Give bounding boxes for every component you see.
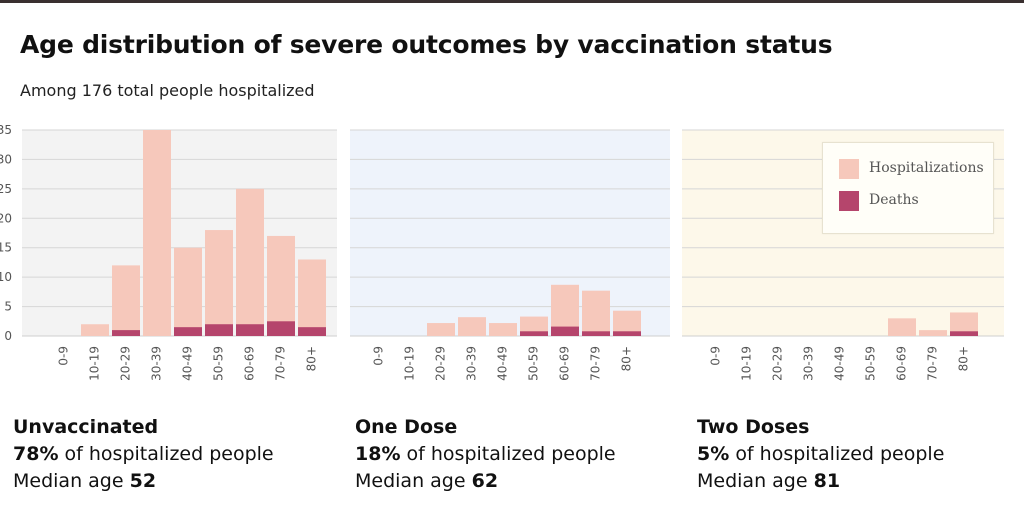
caption-median-value: 62 <box>471 470 499 492</box>
caption-percent-text: of hospitalized people <box>735 443 945 465</box>
caption-percent-text: of hospitalized people <box>64 443 274 465</box>
x-tick-label: 20-29 <box>119 346 133 381</box>
y-tick-label: 15 <box>0 241 12 255</box>
legend: Hospitalizations Deaths <box>822 142 994 234</box>
y-tick-label: 0 <box>4 329 12 343</box>
bar-hospitalizations <box>174 247 202 336</box>
bar-deaths <box>112 330 140 336</box>
caption-unvaccinated: Unvaccinated 78% of hospitalized people … <box>13 414 274 495</box>
bar-hospitalizations <box>520 316 548 336</box>
bar-hospitalizations <box>267 235 295 336</box>
x-tick-label: 80+ <box>305 346 319 371</box>
x-tick-label: 20-29 <box>771 346 785 381</box>
top-rule <box>0 0 1024 3</box>
caption-title: Two Doses <box>697 416 810 438</box>
x-tick-label: 40-49 <box>496 346 510 381</box>
bar-hospitalizations <box>112 265 140 336</box>
caption-title: Unvaccinated <box>13 416 159 438</box>
bar-hospitalizations <box>919 330 947 336</box>
panel-one-dose: 0-9 10-19 20-29 30-39 40-49 50-59 60-69 70-79 80… <box>350 129 670 381</box>
y-tick-label: 20 <box>0 211 12 225</box>
bar-hospitalizations <box>143 130 171 336</box>
bar-hospitalizations <box>582 290 610 336</box>
legend-swatch-deaths <box>839 191 859 211</box>
bar-deaths <box>267 321 295 336</box>
x-tick-label: 10-19 <box>740 346 754 381</box>
caption-median-label: Median age <box>13 470 124 492</box>
x-tick-label: 80+ <box>957 346 971 371</box>
x-tick-label: 30-39 <box>802 346 816 381</box>
x-tick-label: 40-49 <box>181 346 195 381</box>
x-tick-label: 10-19 <box>403 346 417 381</box>
caption-percent: 5% <box>697 443 730 465</box>
bar-hospitalizations <box>81 324 109 336</box>
x-tick-label: 60-69 <box>895 346 909 381</box>
x-tick-label: 50-59 <box>212 346 226 381</box>
bar-deaths <box>582 331 610 336</box>
caption-title: One Dose <box>355 416 458 438</box>
x-tick-label: 20-29 <box>434 346 448 381</box>
bar-hospitalizations <box>950 312 978 336</box>
x-tick-label: 60-69 <box>558 346 572 381</box>
x-tick-label: 80+ <box>620 346 634 371</box>
caption-median-value: 52 <box>129 470 157 492</box>
chart-title: Age distribution of severe outcomes by v… <box>20 30 833 59</box>
x-tick-label: 40-49 <box>833 346 847 381</box>
legend-swatch-hospitalizations <box>839 159 859 179</box>
bar-hospitalizations <box>427 323 455 336</box>
x-tick-label: 0-9 <box>709 346 723 366</box>
panel-unvaccinated: 0 5 10 15 20 25 30 35 0-9 10-19 20-29 30-39 40-49 50-… <box>0 123 337 381</box>
x-tick-label: 30-39 <box>465 346 479 381</box>
x-tick-label: 30-39 <box>150 346 164 381</box>
caption-median-value: 81 <box>813 470 841 492</box>
bar-deaths <box>174 327 202 336</box>
bar-hospitalizations <box>236 188 264 336</box>
caption-median-label: Median age <box>697 470 808 492</box>
x-tick-label: 50-59 <box>864 346 878 381</box>
bar-deaths <box>520 331 548 336</box>
x-tick-label: 60-69 <box>243 346 257 381</box>
bar-deaths <box>613 331 641 336</box>
x-tick-label: 0-9 <box>372 346 386 366</box>
bar-hospitalizations <box>458 317 486 336</box>
caption-percent: 78% <box>13 443 59 465</box>
caption-percent-text: of hospitalized people <box>406 443 616 465</box>
y-tick-label: 10 <box>0 270 12 284</box>
caption-one-dose: One Dose 18% of hospitalized people Medi… <box>355 414 616 495</box>
caption-two-doses: Two Doses 5% of hospitalized people Medi… <box>697 414 944 495</box>
y-tick-label: 25 <box>0 182 12 196</box>
x-tick-label: 10-19 <box>88 346 102 381</box>
y-tick-label: 30 <box>0 152 12 166</box>
y-tick-label: 5 <box>4 300 12 314</box>
bar-deaths <box>950 331 978 336</box>
x-tick-label: 70-79 <box>589 346 603 381</box>
bar-hospitalizations <box>888 318 916 336</box>
caption-percent: 18% <box>355 443 401 465</box>
legend-label-hospitalizations: Hospitalizations <box>869 160 984 176</box>
x-tick-label: 70-79 <box>926 346 940 381</box>
bar-deaths <box>236 324 264 336</box>
bar-hospitalizations <box>205 230 233 336</box>
caption-median-label: Median age <box>355 470 466 492</box>
bar-hospitalizations <box>489 323 517 336</box>
y-tick-label: 35 <box>0 123 12 137</box>
bar-deaths <box>551 326 579 336</box>
x-tick-label: 50-59 <box>527 346 541 381</box>
x-tick-label: 0-9 <box>57 346 71 366</box>
bar-deaths <box>205 324 233 336</box>
x-tick-label: 70-79 <box>274 346 288 381</box>
plot-area <box>350 130 670 336</box>
chart-subtitle: Among 176 total people hospitalized <box>20 81 315 100</box>
bar-deaths <box>298 327 326 336</box>
bar-hospitalizations <box>298 259 326 336</box>
legend-label-deaths: Deaths <box>869 192 919 208</box>
